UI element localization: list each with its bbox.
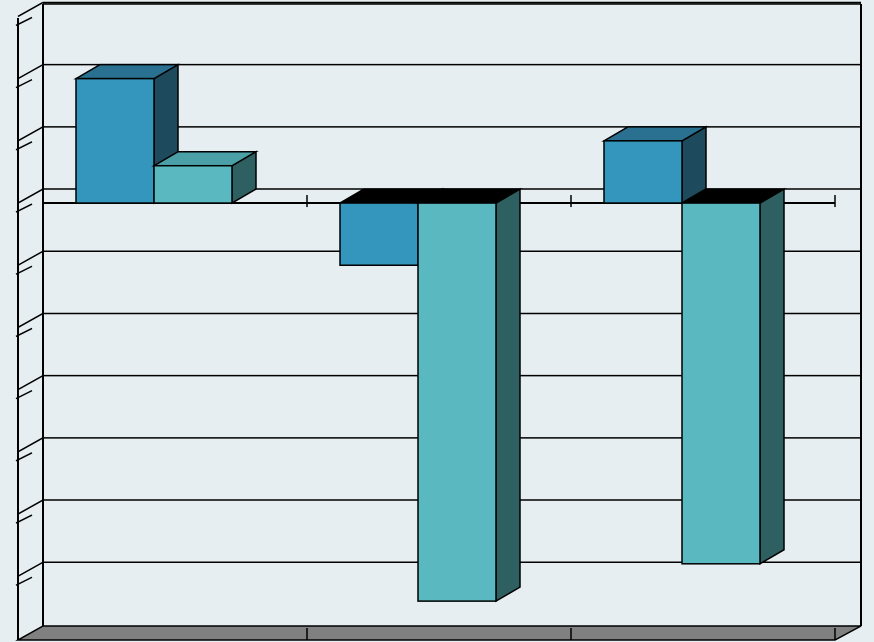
- bar-s0-c0: [75, 77, 155, 204]
- y-tick-5: [15, 327, 33, 338]
- bar-side-s1-c1: [495, 187, 521, 603]
- y-tick-0: [15, 16, 33, 27]
- bar-s0-c1: [339, 202, 419, 266]
- gridline-side-0: [17, 1, 44, 18]
- bar-s1-c1: [417, 202, 497, 602]
- y-tick-1: [15, 78, 33, 89]
- chart-floor: [15, 625, 862, 641]
- y-tick-9: [15, 576, 33, 586]
- y-tick-8: [15, 514, 33, 524]
- gridline-side-2: [17, 126, 44, 142]
- y-tick-7: [15, 452, 33, 462]
- y-tick-2: [15, 141, 33, 151]
- bar-side-s1-c2: [759, 187, 785, 566]
- gridline-side-4: [17, 250, 44, 266]
- y-tick-3: [15, 203, 33, 213]
- bar-s1-c0: [153, 164, 233, 204]
- bar-s1-c2: [681, 202, 761, 565]
- gridline-side-8: [17, 499, 44, 515]
- gridline-side-5: [17, 312, 44, 329]
- gridline-side-3: [17, 188, 44, 204]
- gridline-side-7: [17, 437, 44, 453]
- gridline-side-1: [17, 63, 44, 80]
- y-tick-4: [15, 265, 33, 275]
- y-tick-6: [15, 389, 33, 400]
- gridline-side-9: [17, 561, 44, 577]
- bar-s0-c2: [603, 140, 683, 204]
- gridline-side-6: [17, 374, 44, 391]
